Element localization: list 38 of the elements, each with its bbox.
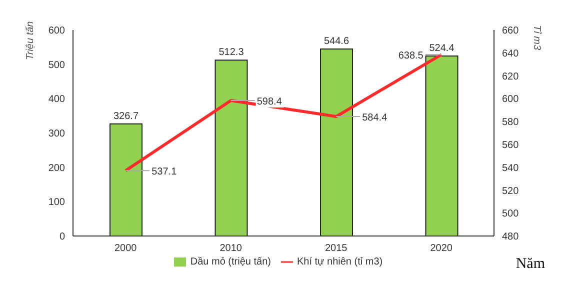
bar [320,48,353,236]
x-tick-label: 2020 [430,243,453,254]
data-label: 638.5 [398,50,424,62]
x-tick-label: 2010 [220,243,242,254]
bar [214,60,248,236]
x-tick-label: 2015 [325,243,348,254]
y-tick-label: 100 [48,197,66,208]
x-axis-title: Năm [516,256,545,273]
y2-tick-label: 540 [502,162,520,174]
y-tick-label: 400 [48,94,66,106]
legend-label: Dầu mỏ (triệu tấn) [190,256,271,268]
y-tick-label: 200 [48,162,66,174]
y-tick-label: 500 [48,60,66,71]
y-axis-title: Triệu tấn [25,20,36,60]
legend-label: Khí tự nhiên (tỉ m3) [296,256,383,268]
bar [425,55,458,236]
data-label: 512.3 [218,47,244,58]
x-tick-label: 2000 [114,243,138,254]
data-label: 537.1 [152,166,178,178]
y2-tick-label: 620 [502,71,520,82]
y2-axis-title: Tỉ m3 [530,25,542,50]
y2-tick-label: 500 [502,208,520,220]
y2-tick-label: 600 [502,94,520,106]
y2-tick-label: 520 [502,186,520,197]
data-label: 598.4 [256,96,282,108]
bar [110,123,142,236]
data-label: 326.7 [113,110,139,122]
y-tick-label: 0 [59,232,66,243]
data-label: 544.6 [324,36,350,48]
y-tick-label: 600 [48,26,66,37]
y2-tick-label: 640 [502,48,520,60]
data-label: 524.4 [429,42,455,54]
y2-tick-label: 580 [502,117,520,128]
y2-tick-label: 660 [502,26,520,37]
y2-tick-label: 480 [502,232,520,243]
data-label: 584.4 [362,112,388,124]
y2-tick-label: 560 [502,140,520,151]
y-tick-label: 300 [48,128,66,140]
